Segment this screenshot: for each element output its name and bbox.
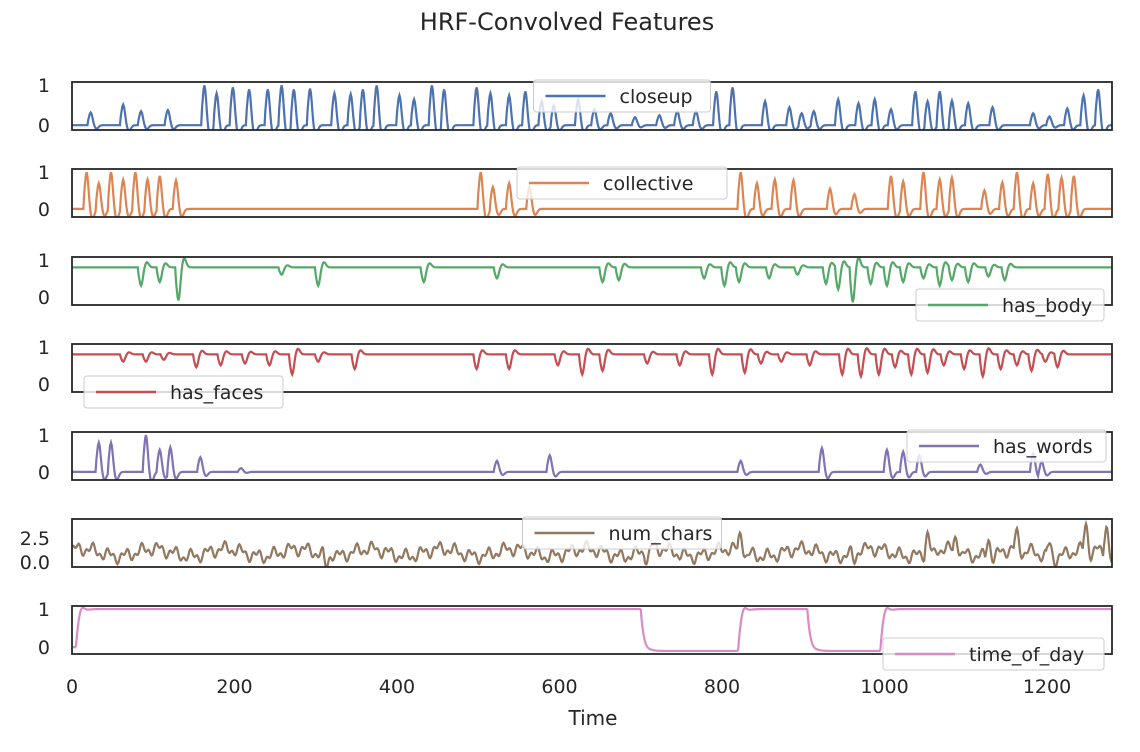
legend-label: has_words [993, 436, 1093, 458]
legend-closeup: closeup [533, 79, 711, 113]
y-tick-label: 0.0 [20, 552, 50, 574]
series-line-time_of_day [72, 606, 1112, 653]
y-tick-label: 0 [38, 115, 50, 137]
y-tick-label: 0 [38, 462, 50, 484]
y-tick-label: 1 [38, 599, 50, 621]
x-axis-label: Time [568, 706, 618, 730]
panel-has_faces: 1 0 has_faces [38, 337, 1113, 409]
legend-box [533, 79, 711, 113]
panel-has_words: 1 0 has_words [38, 425, 1113, 484]
legend-box [522, 516, 722, 550]
legend-box [915, 288, 1105, 322]
x-tick-label: 200 [216, 676, 252, 698]
y-tick-label: 1 [38, 162, 50, 184]
x-tick-label: 800 [704, 676, 740, 698]
y-tick-label: 0 [38, 287, 50, 309]
legend-label: num_chars [609, 523, 713, 545]
legend-label: collective [603, 173, 693, 195]
chart-title: HRF-Convolved Features [420, 8, 714, 36]
y-tick-label: 1 [38, 337, 50, 359]
y-tick-label: 1 [38, 250, 50, 272]
legend-num_chars: num_chars [522, 516, 722, 550]
legend-box [516, 166, 728, 200]
y-tick-label: 1 [38, 75, 50, 97]
legend-label: has_body [1002, 295, 1092, 317]
y-tick-label: 2.5 [20, 528, 50, 550]
legend-box [882, 637, 1105, 671]
panel-frame-time_of_day [71, 605, 1113, 655]
panel-has_body: 1 0 has_body [38, 250, 1113, 322]
panel-closeup: 1 0 closeup [38, 75, 1113, 137]
x-tick-label: 0 [66, 676, 78, 698]
series-line-has_body [72, 257, 1112, 303]
y-tick-label: 1 [38, 425, 50, 447]
legend-has_faces: has_faces [83, 375, 284, 409]
y-tick-label: 0 [38, 199, 50, 221]
series-line-has_faces [72, 346, 1112, 380]
x-tick-label: 400 [379, 676, 415, 698]
legend-has_words: has_words [906, 429, 1107, 463]
x-tick-label: 1000 [860, 676, 908, 698]
legend-collective: collective [516, 166, 728, 200]
panel-frame-has_body [71, 256, 1113, 306]
legend-label: closeup [620, 86, 693, 108]
legend-has_body: has_body [915, 288, 1105, 322]
legend-box [906, 429, 1107, 463]
y-tick-label: 0 [38, 637, 50, 659]
panel-collective: 1 0 collective [38, 162, 1113, 221]
x-tick-label: 1200 [1023, 676, 1071, 698]
legend-label: time_of_day [969, 644, 1084, 666]
panel-num_chars: 2.50.0 num_chars [20, 516, 1113, 574]
panel-time_of_day: 1 0 time_of_day [38, 599, 1113, 671]
x-axis: 0 200 400 600 800 1000 1200 [66, 676, 1071, 698]
panel-frame-has_faces [71, 343, 1113, 393]
series-line-num_chars [72, 519, 1112, 567]
series-line-closeup [72, 85, 1112, 130]
x-tick-label: 600 [541, 676, 577, 698]
panels-layer: 1 0 closeup 1 0 collective 1 0 has_body 1 0 has_fac… [20, 75, 1113, 671]
legend-label: has_faces [170, 382, 263, 404]
legend-time_of_day: time_of_day [882, 637, 1105, 671]
legend-box [83, 375, 284, 409]
panel-frame-has_words [71, 431, 1113, 481]
y-tick-label: 0 [38, 374, 50, 396]
series-line-has_words [72, 434, 1112, 480]
series-line-collective [72, 171, 1112, 217]
